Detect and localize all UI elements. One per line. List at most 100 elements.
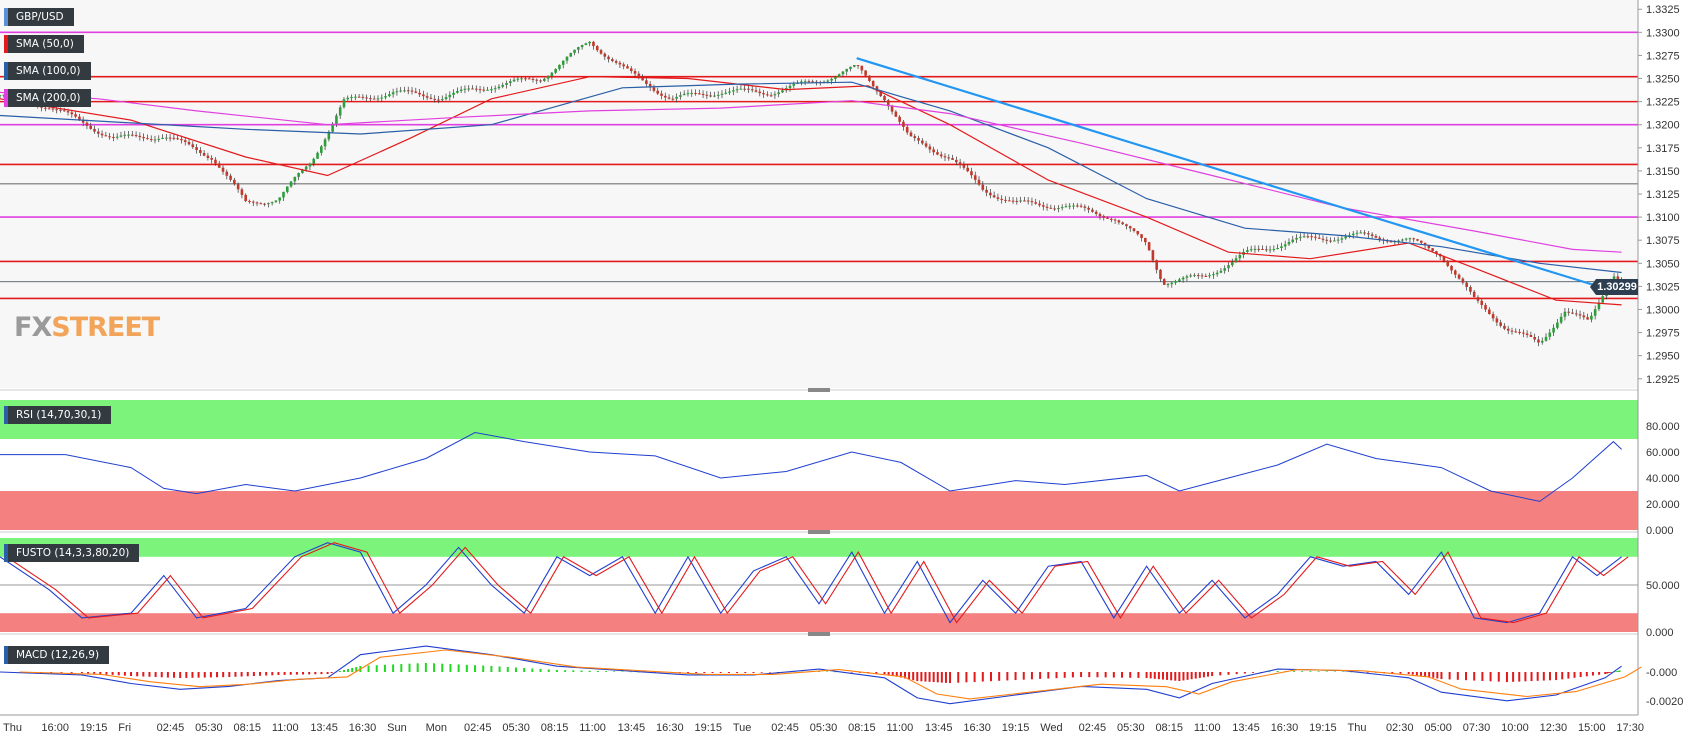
macd-signal-line: [19, 649, 1642, 700]
candle-body: [932, 149, 935, 153]
candle-body: [1529, 334, 1533, 337]
macd-histogram-bar: [424, 662, 427, 672]
candle-body: [301, 169, 304, 173]
candle-body: [622, 64, 625, 67]
candle-body: [641, 76, 644, 81]
candle-body: [826, 80, 830, 82]
fxstreet-logo: FXSTREET: [14, 312, 160, 343]
candle-body: [1359, 232, 1363, 234]
candle-body: [792, 83, 796, 86]
y-tick-label: 1.3325: [1646, 4, 1680, 16]
candle-body: [1030, 201, 1034, 203]
candle-body: [1340, 238, 1344, 240]
candle-body: [524, 78, 527, 80]
candle-body: [78, 116, 81, 120]
candle-body: [924, 143, 928, 147]
candle-body: [705, 94, 709, 96]
macd-histogram-bar: [441, 663, 444, 672]
macd-histogram-bar: [1252, 672, 1255, 673]
candle-body: [1011, 200, 1015, 202]
candle-body: [1514, 331, 1518, 333]
x-tick-label: 13:45: [310, 722, 338, 734]
macd-histogram-bar: [1309, 671, 1312, 672]
candle-body: [131, 134, 134, 136]
candle-body: [1246, 250, 1249, 252]
pair-label[interactable]: GBP/USD: [4, 8, 74, 26]
candle-body: [1230, 261, 1234, 266]
candle-body: [414, 91, 418, 93]
macd-histogram-bar: [1419, 672, 1422, 676]
candle-body: [1469, 286, 1472, 292]
macd-histogram-bar: [1157, 672, 1160, 680]
macd-histogram-bar: [1039, 672, 1042, 679]
candle-body: [199, 150, 202, 154]
candle-body: [1329, 240, 1332, 242]
candle-body: [93, 128, 96, 132]
candle-body: [134, 135, 138, 137]
candle-body: [766, 94, 769, 96]
macd-histogram-bar: [768, 672, 771, 673]
candle-body: [1091, 209, 1094, 212]
candle-body: [1442, 256, 1446, 261]
candle-body: [380, 97, 384, 99]
candle-body: [543, 78, 546, 81]
candle-body: [320, 146, 323, 153]
macd-histogram-bar: [383, 664, 386, 672]
macd-histogram-bar: [1301, 671, 1304, 672]
macd-histogram-bar: [1202, 672, 1205, 678]
candle-body: [1310, 236, 1313, 238]
macd-histogram-bar: [727, 672, 730, 674]
candle-body: [180, 138, 183, 141]
macd-histogram-bar: [711, 672, 714, 674]
candle-body: [686, 93, 690, 95]
candle-body: [546, 76, 550, 79]
candle-body: [663, 95, 667, 98]
candle-body: [229, 175, 232, 180]
macd-histogram-bar: [1174, 672, 1177, 681]
candle-body: [1336, 239, 1340, 241]
macd-label[interactable]: MACD (12,26,9): [4, 646, 110, 664]
candle-body: [1227, 265, 1230, 269]
macd-histogram-bar: [1104, 672, 1107, 678]
y-tick-label: 1.3125: [1646, 189, 1680, 201]
sma50-label[interactable]: SMA (50,0): [4, 35, 84, 53]
candle-body: [1491, 314, 1495, 319]
x-tick-label: 02:45: [771, 722, 799, 734]
x-tick-label: 15:00: [1578, 722, 1606, 734]
x-tick-label: 16:30: [656, 722, 684, 734]
macd-histogram-bar: [1555, 672, 1558, 681]
macd-histogram-bar: [1235, 672, 1238, 675]
candle-body: [762, 93, 765, 95]
macd-histogram-bar: [547, 669, 550, 672]
sma200-label[interactable]: SMA (200,0): [4, 89, 91, 107]
candle-body: [913, 136, 917, 139]
candle-body: [369, 98, 372, 100]
y-tick-label: 1.3025: [1646, 281, 1680, 293]
candle-body: [569, 52, 573, 57]
rsi-label[interactable]: RSI (14,70,30,1): [4, 406, 112, 424]
candle-body: [1317, 237, 1321, 239]
candle-body: [1351, 233, 1355, 236]
candle-body: [293, 176, 297, 182]
candle-body: [429, 97, 433, 99]
fusto-label[interactable]: FUSTO (14,3,3,80,20): [4, 544, 140, 562]
candle-body: [1540, 340, 1544, 343]
macd-histogram-bar: [1610, 672, 1613, 673]
candle-body: [573, 49, 576, 53]
candle-body: [856, 65, 860, 67]
candle-body: [1563, 311, 1567, 317]
sma100-label[interactable]: SMA (100,0): [4, 62, 91, 80]
candle-body: [864, 70, 867, 76]
macd-histogram-bar: [1579, 672, 1582, 678]
candle-body: [285, 186, 289, 192]
macd-histogram-bar: [338, 670, 341, 672]
y-tick-label: 1.3225: [1646, 97, 1680, 109]
macd-histogram-bar: [965, 672, 968, 683]
x-tick-label: Wed: [1040, 722, 1062, 734]
macd-histogram-bar: [252, 672, 255, 677]
macd-histogram-bar: [60, 672, 63, 673]
candle-body: [1412, 238, 1416, 240]
x-tick-label: 12:30: [1540, 722, 1568, 734]
